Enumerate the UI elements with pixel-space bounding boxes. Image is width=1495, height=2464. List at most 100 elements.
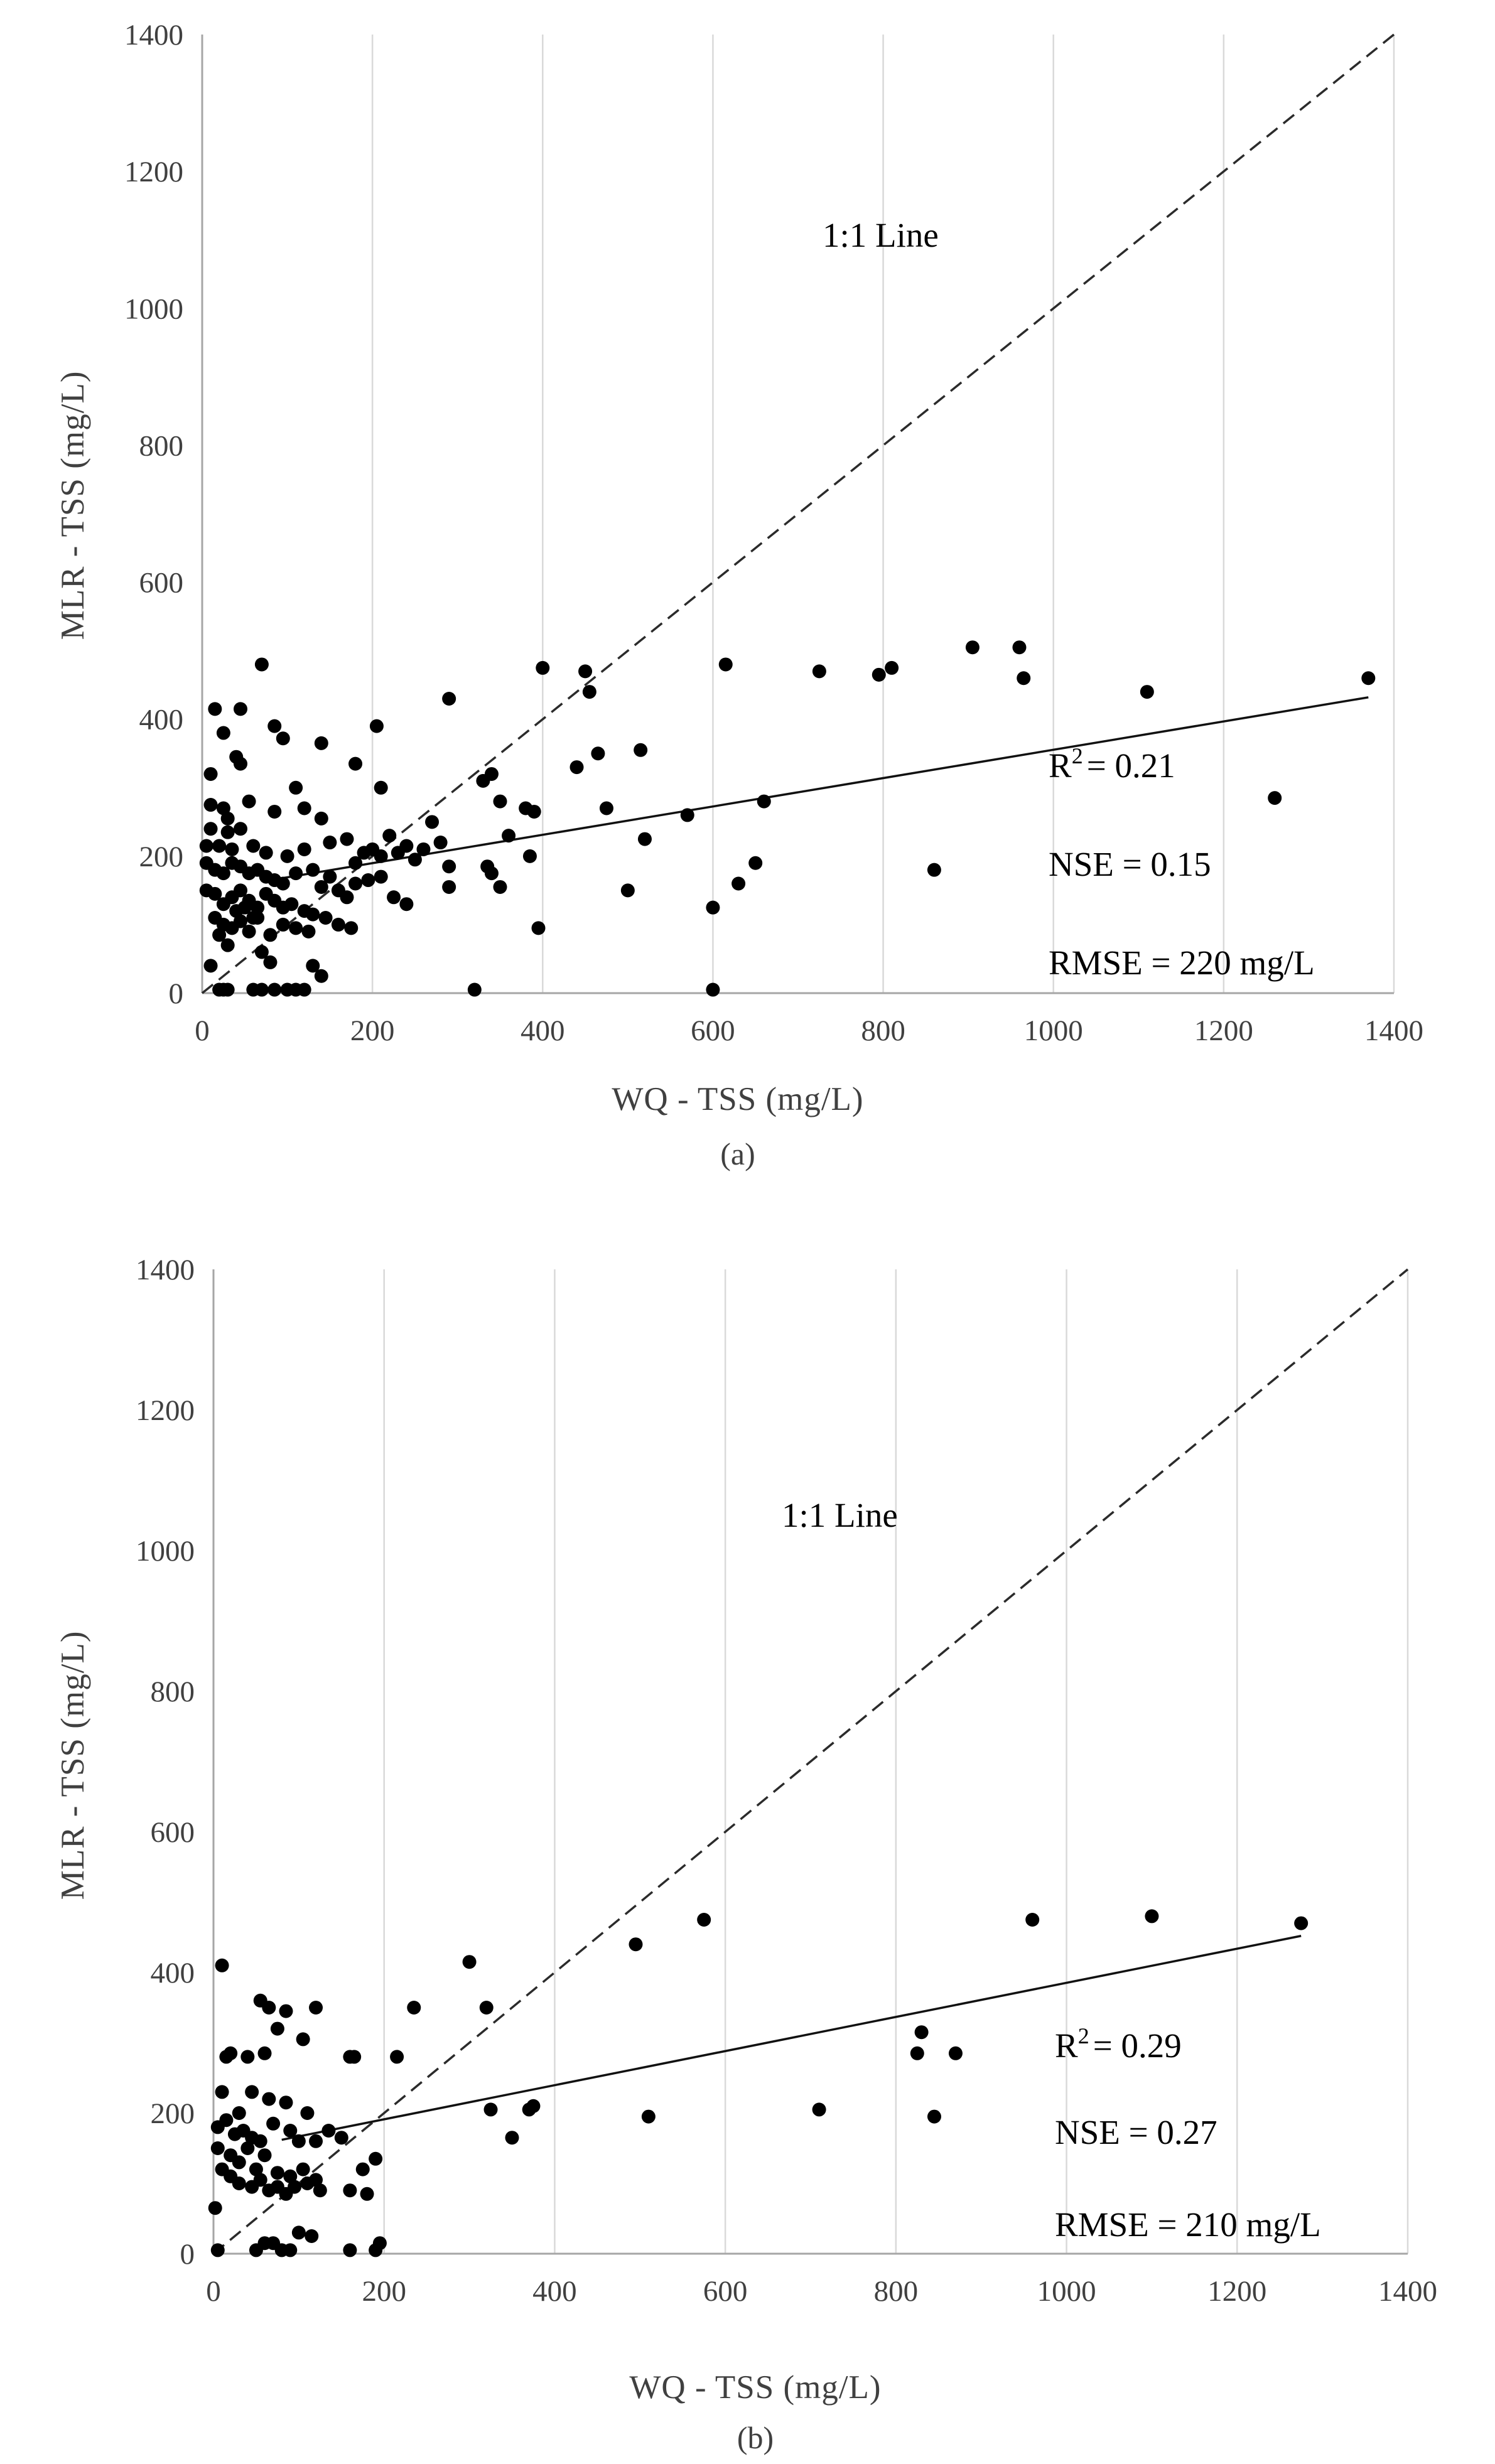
- data-point: [240, 2050, 255, 2064]
- data-point: [234, 822, 248, 836]
- data-point: [374, 780, 388, 795]
- x-tick-label: 1000: [1037, 2275, 1096, 2308]
- data-point: [257, 2046, 272, 2060]
- data-point: [284, 897, 299, 912]
- x-tick-label: 600: [691, 1014, 735, 1047]
- data-point: [641, 2109, 656, 2124]
- y-axis-label: MLR - TSS (mg/L): [55, 371, 91, 640]
- data-point: [279, 2095, 293, 2110]
- data-point: [234, 702, 248, 716]
- data-point: [283, 2124, 298, 2138]
- data-point: [323, 836, 337, 850]
- y-tick-label: 200: [151, 2097, 195, 2130]
- data-point: [219, 2113, 234, 2128]
- data-point: [257, 2148, 272, 2163]
- x-tick-label: 200: [350, 1014, 395, 1047]
- data-point: [203, 798, 218, 812]
- data-point: [276, 876, 290, 891]
- data-point: [1294, 1916, 1309, 1930]
- x-tick-label: 800: [874, 2275, 919, 2308]
- data-point: [387, 890, 401, 905]
- data-point: [416, 842, 431, 856]
- data-point: [297, 982, 311, 997]
- rmse-label: RMSE = 220 mg/L: [1049, 944, 1315, 982]
- data-point: [318, 911, 333, 925]
- data-point: [578, 664, 593, 679]
- y-tick-label: 0: [180, 2238, 195, 2271]
- one-to-one-label: 1:1 Line: [823, 216, 939, 254]
- r-squared-superscript: 2: [1072, 743, 1083, 768]
- x-tick-label: 0: [206, 2275, 221, 2308]
- data-point: [484, 866, 499, 881]
- data-point: [263, 928, 278, 942]
- data-point: [757, 794, 771, 809]
- data-point: [232, 2176, 246, 2190]
- data-point: [253, 2173, 267, 2187]
- data-point: [526, 2099, 541, 2113]
- data-point: [279, 2004, 293, 2018]
- data-point: [374, 849, 388, 863]
- data-point: [591, 746, 605, 761]
- data-point: [267, 982, 282, 997]
- data-point: [505, 2131, 519, 2145]
- data-point: [634, 743, 648, 757]
- data-point: [374, 869, 388, 884]
- data-point: [215, 1958, 229, 1972]
- data-point: [234, 756, 248, 771]
- data-point: [321, 2124, 336, 2138]
- x-tick-label: 1400: [1364, 1014, 1423, 1047]
- data-points: [208, 1909, 1309, 2257]
- data-point: [266, 2116, 281, 2131]
- data-point: [309, 2134, 323, 2148]
- y-tick-label: 600: [151, 1816, 195, 1849]
- data-point: [270, 2021, 284, 2036]
- data-point: [680, 808, 694, 822]
- data-point: [210, 2141, 225, 2155]
- data-point: [369, 2151, 383, 2166]
- data-point: [314, 736, 328, 750]
- data-point: [242, 794, 256, 809]
- data-point: [425, 815, 440, 829]
- x-tick-label: 0: [195, 1014, 210, 1047]
- data-point: [220, 811, 235, 826]
- data-point: [1025, 1913, 1040, 1927]
- data-point: [314, 880, 328, 894]
- data-point: [582, 685, 596, 699]
- data-point: [291, 2134, 306, 2148]
- panel-label: (b): [737, 2420, 774, 2455]
- data-point: [305, 2229, 319, 2243]
- data-points: [199, 640, 1376, 997]
- chart-panel-b: 0 200 400 600 800 1000 1200 1400 0 200 400 600 800 1…: [55, 1254, 1437, 2455]
- trend-lines: [212, 1268, 1409, 2255]
- x-axis-label: WQ - TSS (mg/L): [612, 1081, 863, 1117]
- data-point: [203, 767, 218, 781]
- data-point: [531, 921, 546, 935]
- data-point: [220, 825, 235, 839]
- data-point: [267, 719, 282, 733]
- chart-panel-a: 0 200 400 600 800 1000 1200 1400 0 200 400 600 800 1…: [55, 19, 1423, 1171]
- data-point: [483, 2102, 498, 2117]
- data-point: [300, 2106, 315, 2120]
- data-point: [433, 836, 448, 850]
- x-tick-label: 600: [703, 2275, 748, 2308]
- x-tick-label: 400: [532, 2275, 577, 2308]
- data-point: [872, 667, 886, 682]
- grid-lines: [371, 35, 1395, 993]
- data-point: [706, 900, 720, 915]
- data-point: [291, 2225, 306, 2240]
- data-point: [323, 869, 337, 884]
- data-point: [1268, 791, 1282, 805]
- data-point: [289, 866, 303, 881]
- data-point: [253, 2134, 267, 2148]
- data-point: [334, 2131, 348, 2145]
- one-to-one-line: [212, 1268, 1409, 2255]
- data-point: [219, 2050, 234, 2064]
- data-point: [232, 2106, 246, 2120]
- data-point: [522, 849, 537, 863]
- data-point: [493, 880, 507, 894]
- y-tick-label: 1400: [124, 19, 183, 51]
- data-point: [442, 691, 456, 706]
- data-point: [718, 657, 733, 672]
- data-point: [927, 863, 941, 877]
- data-point: [361, 873, 375, 888]
